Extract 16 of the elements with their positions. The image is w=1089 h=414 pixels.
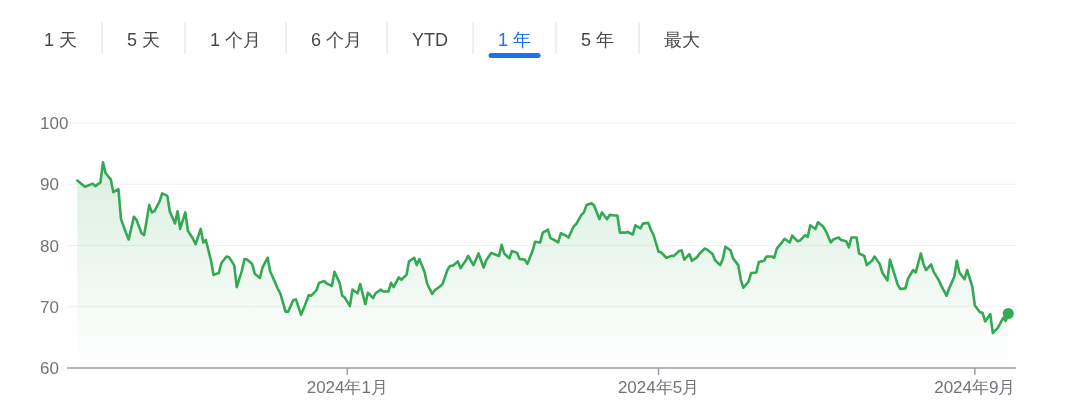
category-label: 5 年 bbox=[581, 30, 615, 50]
category-label: 1 个月 bbox=[210, 30, 262, 50]
x-tick-label: 2024年9月 bbox=[934, 378, 1016, 397]
category-label: 6 个月 bbox=[311, 30, 363, 50]
category-label: YTD bbox=[412, 30, 449, 50]
y-tick-label: 60 bbox=[40, 359, 59, 378]
category-label: 5 天 bbox=[127, 30, 161, 50]
category-label: 最大 bbox=[664, 30, 701, 50]
x-tick-label: 2024年5月 bbox=[617, 378, 700, 397]
y-tick-label: 80 bbox=[40, 236, 59, 256]
y-tick-label: 70 bbox=[40, 297, 59, 317]
x-tick-label: 2024年1月 bbox=[306, 378, 388, 397]
category-label: 1 天 bbox=[44, 30, 78, 50]
y-tick-label: 100 bbox=[40, 114, 69, 133]
category-label: 1 年 bbox=[498, 30, 532, 50]
y-tick-label: 90 bbox=[40, 175, 59, 195]
